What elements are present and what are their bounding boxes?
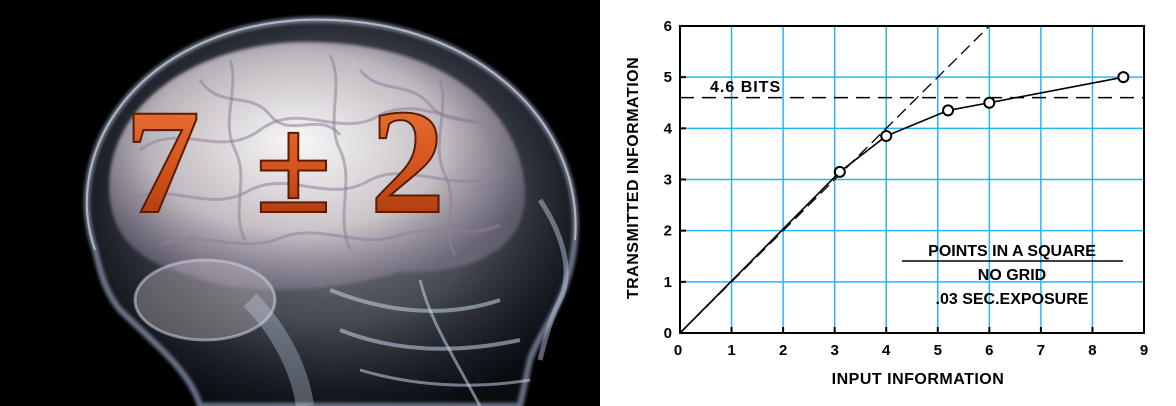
data-point-marker: [1117, 71, 1130, 84]
information-transmission-chart: 0 1 2 3 4 5 6 7 8 9 0 1 2 3 4 5 6 INPUT INFORMATION TRAN…: [625, 18, 1149, 388]
data-series: [679, 71, 1130, 334]
y-axis-title: TRANSMITTED INFORMATION: [625, 57, 642, 299]
data-point-marker: [983, 96, 996, 109]
seven-plus-minus-two-headline: 7 ± 2: [124, 78, 446, 246]
grid: [680, 25, 1145, 333]
x-tick-label: 0: [674, 342, 682, 359]
x-tick-label: 9: [1140, 342, 1148, 359]
headline-two: 2: [370, 79, 445, 245]
x-tick-label: 7: [1037, 342, 1045, 359]
chart-panel: 0 1 2 3 4 5 6 7 8 9 0 1 2 3 4 5 6 INPUT INFORMATION TRAN…: [600, 0, 1176, 406]
reference-line-label: 4.6 BITS: [710, 79, 781, 96]
headline-seven: 7: [125, 79, 200, 245]
tick-labels: 0 1 2 3 4 5 6 7 8 9 0 1 2 3 4 5 6: [664, 18, 1149, 359]
y-tick-label: 6: [664, 18, 672, 35]
headline-plus-minus: ±: [255, 88, 332, 243]
x-tick-label: 4: [882, 342, 891, 359]
brain-illustration-panel: 7 ± 2: [0, 0, 600, 406]
series-line: [679, 76, 1124, 334]
x-tick-label: 8: [1088, 342, 1096, 359]
x-tick-label: 3: [830, 342, 838, 359]
y-tick-label: 2: [664, 223, 672, 240]
cerebellum-and-skull-base: [133, 198, 569, 406]
data-point-marker: [833, 165, 846, 178]
axes: [679, 25, 1145, 334]
y-tick-label: 4: [664, 120, 673, 137]
x-tick-label: 6: [985, 342, 993, 359]
xray-head-illustration: 7 ± 2: [83, 16, 579, 406]
y-tick-label: 3: [664, 172, 672, 189]
annotation-line: NO GRID: [978, 267, 1046, 284]
y-tick-label: 5: [664, 69, 672, 86]
data-point-marker: [880, 130, 893, 143]
annotation-line: POINTS IN A SQUARE: [928, 243, 1096, 260]
x-tick-label: 1: [727, 342, 735, 359]
x-tick-label: 2: [779, 342, 787, 359]
brain-shape: [109, 41, 526, 290]
chart-annotation: POINTS IN A SQUARE NO GRID .03 SEC.EXPOS…: [902, 243, 1123, 308]
y-tick-label: 0: [664, 325, 672, 342]
data-point-marker: [942, 104, 955, 117]
y-tick-label: 1: [664, 274, 672, 291]
annotation-line: .03 SEC.EXPOSURE: [936, 291, 1089, 308]
x-axis-title: INPUT INFORMATION: [832, 371, 1005, 388]
x-tick-label: 5: [934, 342, 942, 359]
